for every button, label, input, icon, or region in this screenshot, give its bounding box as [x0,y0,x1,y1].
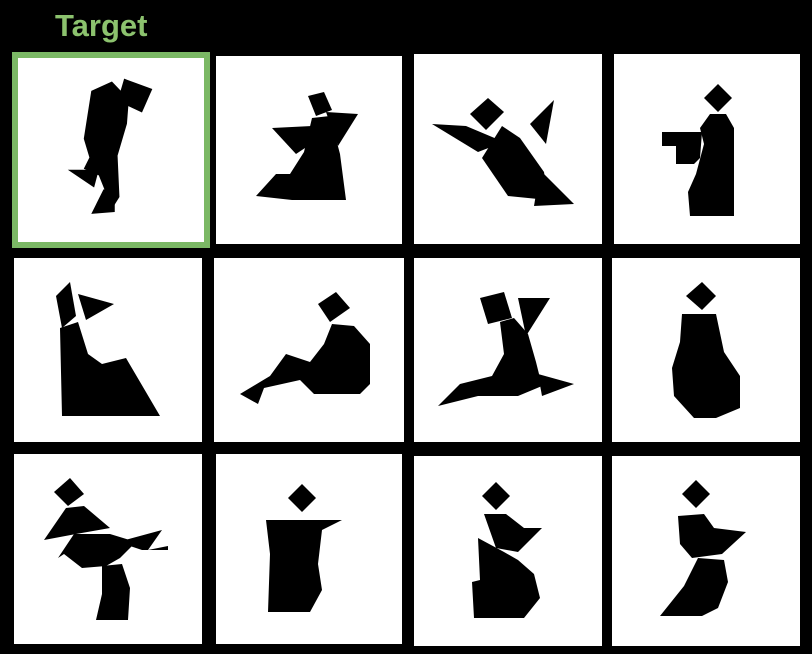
tangram-figure-kneeling-reaching-icon [660,480,746,616]
tangram-card-4[interactable] [614,54,800,244]
tangram-card-9[interactable] [14,454,202,644]
tangram-card-8[interactable] [612,258,800,442]
tangram-card-5[interactable] [14,258,202,442]
tangram-card-12[interactable] [612,456,800,646]
tangram-figure-standing-kicking-icon [67,78,153,214]
tangram-card-7[interactable] [414,258,602,442]
tangram-figure-reclining-icon [240,292,370,404]
tangram-figure-diving-icon [432,98,574,206]
target-label: Target [55,8,148,43]
tangram-card-10[interactable] [216,454,402,644]
tangram-figure-sitting-leaning-icon [438,292,574,406]
tangram-figure-standing-block-icon [266,484,342,612]
tangram-card-6[interactable] [214,258,404,442]
tangram-card-3[interactable] [414,54,602,244]
tangram-card-2[interactable] [216,56,402,244]
tangram-figure-kneeling-bow-icon [56,282,160,416]
tangram-figure-running-icon [44,478,168,620]
tangram-figure-kneeling-icon [472,482,542,618]
tangram-figure-bottle-icon [672,282,740,418]
tangram-figure-standing-holding-icon [662,84,734,216]
tangram-card-11[interactable] [414,456,602,646]
tangram-figure-sitting-arms-raised-icon [256,92,358,200]
tangram-card-1[interactable] [12,52,210,248]
